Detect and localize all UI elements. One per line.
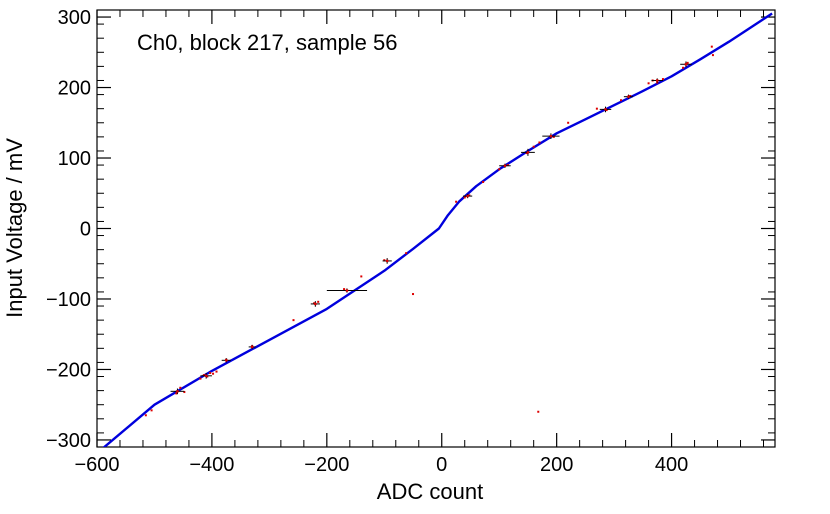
data-point (405, 252, 408, 255)
y-tick-label: 300 (58, 7, 91, 29)
data-point (183, 391, 186, 394)
data-point (629, 94, 632, 97)
error-point-marker (176, 390, 179, 393)
y-tick-label: 0 (80, 219, 91, 241)
data-point (567, 121, 570, 124)
data-point (710, 45, 713, 48)
data-point (199, 377, 202, 380)
data-point (209, 371, 212, 374)
y-axis-ticks: −300 −200 −100 0 100 200 300 (46, 7, 775, 452)
error-point-marker (627, 95, 630, 98)
outlier-point (537, 410, 540, 413)
data-point (468, 194, 471, 197)
error-point-marker (684, 63, 688, 66)
y-axis-title: Input Voltage / mV (2, 138, 27, 318)
error-point-marker (250, 345, 254, 349)
error-point-marker (385, 259, 389, 263)
error-point-marker (314, 302, 317, 306)
data-point (482, 180, 485, 183)
error-point-marker (503, 164, 507, 167)
data-point (538, 141, 541, 144)
data-point (383, 259, 386, 262)
x-tick-label: −200 (304, 454, 349, 476)
data-point (682, 66, 685, 69)
error-points-layer (170, 61, 692, 395)
fit-curve-line (102, 12, 773, 447)
y-tick-label: −300 (46, 430, 91, 452)
error-point-marker (466, 194, 469, 198)
data-point (212, 372, 215, 375)
data-point (343, 288, 346, 291)
data-point (506, 164, 509, 167)
x-tick-label: 400 (655, 454, 688, 476)
data-point (532, 145, 535, 148)
data-point (360, 275, 363, 278)
data-point (215, 370, 218, 373)
error-point-marker (526, 151, 530, 154)
y-tick-label: −200 (46, 359, 91, 381)
data-point (317, 300, 320, 303)
data-point (647, 82, 650, 85)
data-point (595, 107, 598, 110)
error-point-marker (204, 374, 208, 378)
x-tick-label: 200 (540, 454, 573, 476)
data-point (292, 319, 295, 322)
y-tick-label: 100 (58, 148, 91, 170)
x-tick-label: 0 (436, 454, 447, 476)
data-point (498, 168, 501, 171)
error-point-marker (656, 79, 659, 82)
data-point (150, 409, 153, 412)
data-point (463, 196, 466, 199)
x-tick-label: −600 (74, 454, 119, 476)
data-point (455, 200, 458, 203)
y-tick-label: −100 (46, 289, 91, 311)
x-tick-label: −400 (189, 454, 234, 476)
data-point (202, 374, 205, 377)
chart-annotation: Ch0, block 217, sample 56 (137, 30, 398, 55)
fit-curve-layer (102, 12, 773, 447)
data-point (711, 54, 714, 57)
data-point (686, 61, 689, 64)
data-point (179, 386, 182, 389)
data-point (175, 392, 178, 395)
y-tick-label: 200 (58, 78, 91, 100)
error-point-marker (604, 108, 607, 111)
data-point (412, 293, 415, 296)
error-point-marker (549, 134, 553, 138)
data-point (661, 78, 664, 81)
data-point (552, 135, 555, 138)
data-point (144, 414, 147, 417)
x-axis-title: ADC count (377, 479, 483, 504)
error-point-marker (345, 289, 349, 292)
error-point-marker (225, 359, 228, 362)
x-axis-ticks: −600 −400 −200 0 200 400 (74, 10, 765, 476)
data-point (620, 99, 623, 102)
